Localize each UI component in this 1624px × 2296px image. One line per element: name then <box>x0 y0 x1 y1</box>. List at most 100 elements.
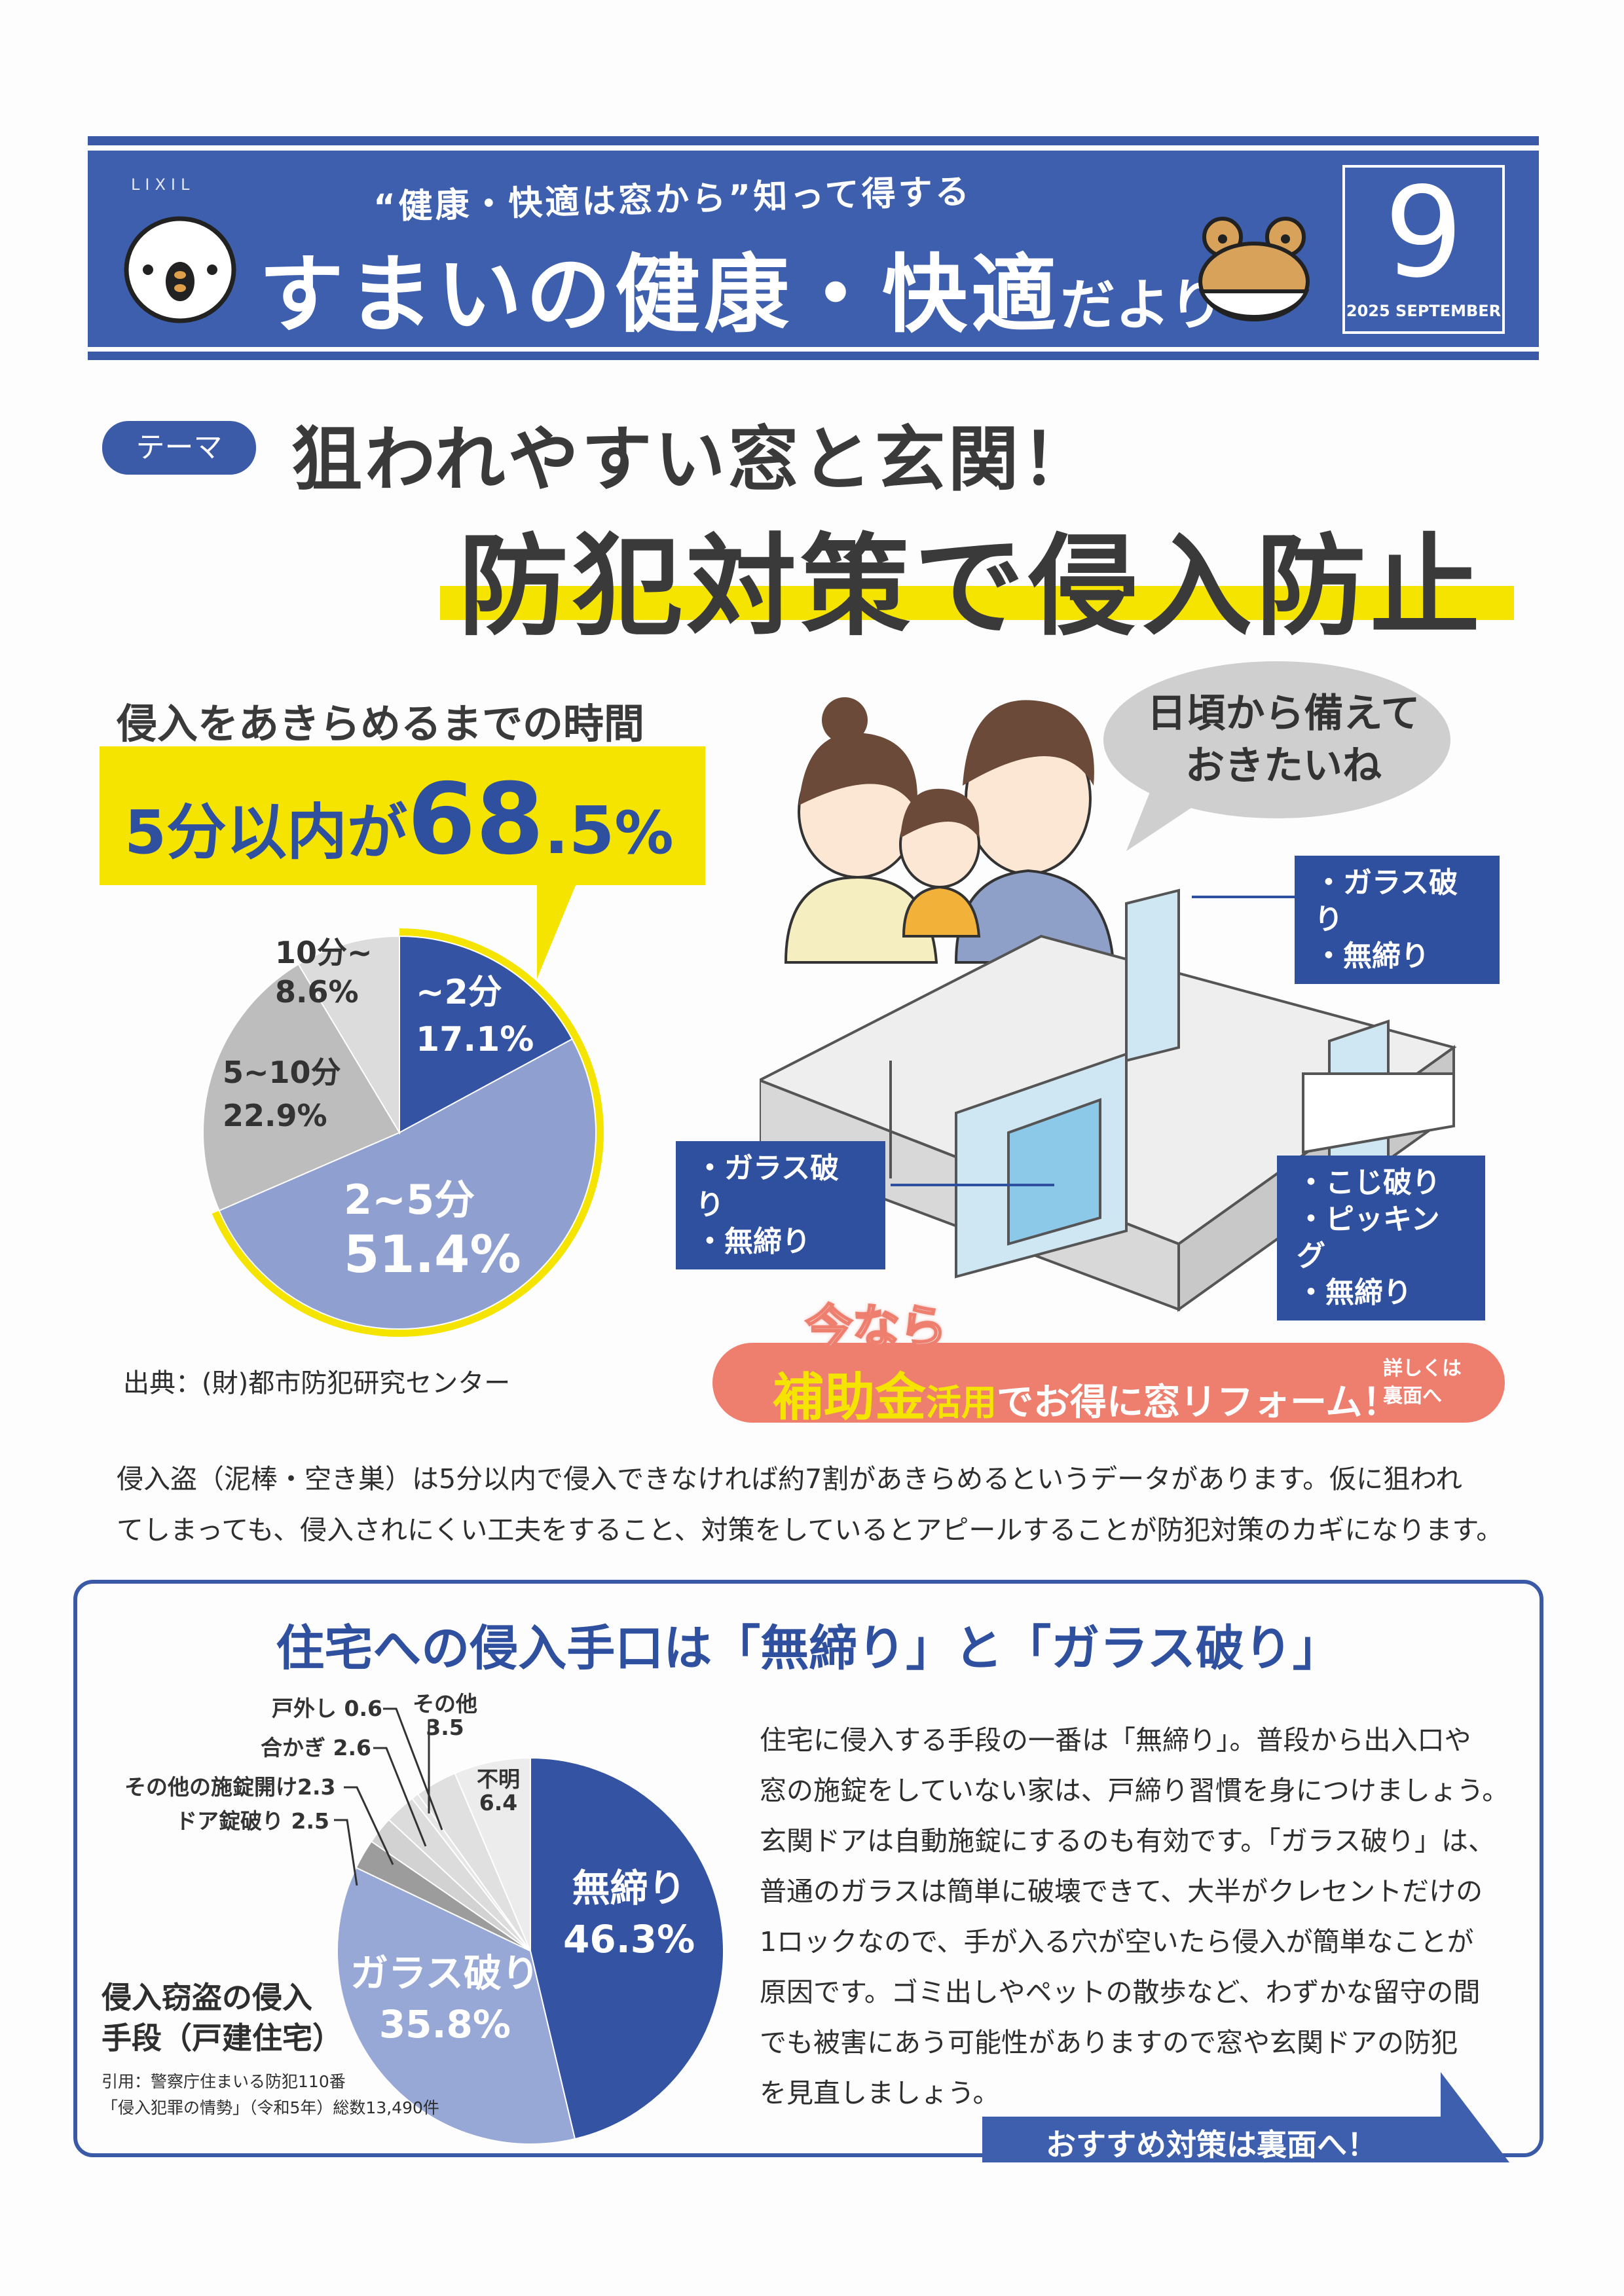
pie-slice-7 <box>454 1757 531 1952</box>
citation-line-1: 引用：警察庁住まいる防犯110番 <box>101 2072 346 2091</box>
frog-mascot-icon <box>1198 217 1310 321</box>
pie2-label-duplicate-key: 合かぎ 2.6 <box>261 1735 371 1760</box>
pie1-label-10min-value: 8.6% <box>275 974 359 1010</box>
pie-chart-intrusion-methods <box>337 1757 724 2145</box>
citation: 引用：警察庁住まいる防犯110番 「侵入犯罪の情勢」（令和5年）総数13,490… <box>101 2069 439 2121</box>
pie-slice-2 <box>202 963 401 1212</box>
pie2-label-glass-break: ガラス破り 35.8% <box>350 1951 540 2047</box>
pie1-label-2min: ~2分 17.1% <box>416 969 534 1063</box>
pie1-label-10min: 10分~ 8.6% <box>275 933 373 1011</box>
pie2-leader-lines <box>334 1707 443 1886</box>
pie2-label-door-lock-break: ドア錠破り 2.5 <box>175 1808 329 1834</box>
speech-bubble <box>1103 661 1450 851</box>
intro-line-1: 侵入盗（泥棒・空き巣）は5分以内で侵入できなければ約7割があきらめるというデータ… <box>117 1463 1463 1495</box>
pie-slice-0 <box>530 1757 724 2140</box>
pie1-label-2-5min-value: 51.4% <box>344 1226 521 1285</box>
header-top-stripe <box>88 136 1539 145</box>
pie1-label-5-10min: 5~10分 22.9% <box>223 1051 341 1137</box>
intro-paragraph: 侵入盗（泥棒・空き巣）は5分以内で侵入できなければ約7割があきらめるというデータ… <box>117 1453 1503 1556</box>
theme-headline: 狙われやすい窓と玄関！ <box>291 419 1095 501</box>
pie-chart-time-to-give-up <box>202 928 604 1337</box>
callout-window-living: ・ガラス破り ・無締り <box>676 1141 885 1269</box>
section2-title: 住宅への侵入手口は「無締り」と「ガラス破り」 <box>276 1620 1341 1677</box>
section2-body: 住宅に侵入する手段の一番は「無締り」。普段から出入口や 窓の施錠をしていない家は… <box>760 1715 1509 2119</box>
issue-date: 2025 SEPTEMBER <box>1346 302 1502 320</box>
callout-item: ・ピッキング <box>1297 1203 1440 1273</box>
body-line: 普通のガラスは簡単に破壊できて、大半がクレセントだけの <box>760 1876 1483 1907</box>
stat-highlight-prefix: 5分以内が <box>124 797 408 867</box>
callout-item: ・こじ破り <box>1297 1166 1441 1199</box>
pie-slice-1 <box>337 1867 576 2145</box>
speech-bubble-text: 日頃から備えて おきたいね <box>1139 687 1428 792</box>
callout-item: ・無締り <box>1314 939 1430 973</box>
issue-number: 9 <box>1384 160 1464 305</box>
pie2-label-other: その他 3.5 <box>413 1691 477 1740</box>
pie2-label-door-removal: 戸外し 0.6 <box>272 1696 382 1721</box>
brand-logo: LIXIL <box>131 175 195 194</box>
body-line: 1ロックなので、手が入る穴が空いたら侵入が簡単なことが <box>760 1926 1474 1958</box>
pie1-label-5-10min-value: 22.9% <box>223 1098 327 1133</box>
body-line: でも被害にあう可能性がありますので窓や玄関ドアの防犯 <box>760 2027 1458 2058</box>
stat-source: 出典：(財)都市防犯研究センター <box>123 1368 511 1398</box>
callout-item: ・無締り <box>695 1225 811 1258</box>
citation-line-2: 「侵入犯罪の情勢」（令和5年）総数13,490件 <box>101 2098 439 2117</box>
cta-back-page[interactable]: おすすめ対策は裏面へ！ <box>1046 2127 1377 2162</box>
header-title-suffix: だより <box>1060 273 1225 337</box>
pie1-label-5-10min-name: 5~10分 <box>223 1055 341 1090</box>
stat-highlight-value: 68 <box>407 763 544 877</box>
stat-heading: 侵入をあきらめるまでの時間 <box>117 700 645 748</box>
promo-highlight: 補助金 <box>773 1368 927 1427</box>
promo-highlight2: 活用 <box>926 1382 997 1423</box>
body-line: 窓の施錠をしていない家は、戸締り習慣を身につけましょう。 <box>760 1775 1509 1806</box>
callout-entrance-door: ・こじ破り ・ピッキング ・無締り <box>1277 1156 1485 1321</box>
header-title-main: すまいの健康・快適 <box>259 245 1061 344</box>
speech-line-1: 日頃から備えて <box>1147 691 1420 737</box>
pie-slice-1 <box>218 1038 597 1330</box>
promo-tag: 今なら <box>804 1299 948 1356</box>
pie1-label-10min-name: 10分~ <box>275 935 373 970</box>
pie-slice-0 <box>399 935 574 1134</box>
pie1-label-2min-name: ~2分 <box>416 973 502 1012</box>
title-underline <box>440 586 1514 620</box>
promo-banner[interactable] <box>712 1343 1505 1423</box>
pie-slice-3 <box>297 935 400 1135</box>
section2-box <box>73 1580 1543 2157</box>
callout-window-upper: ・ガラス破り ・無締り <box>1295 856 1500 984</box>
chart-caption-line-2: 手段（戸建住宅） <box>101 2020 342 2056</box>
promo-main-text: でお得に窓リフォーム！ <box>997 1381 1399 1424</box>
pie2-label-unlocked: 無締り 46.3% <box>563 1866 695 1961</box>
promo-side-line-2: 裏面へ <box>1383 1385 1442 1408</box>
family-figures <box>784 697 1115 964</box>
chart-caption: 侵入窃盗の侵入 手段（戸建住宅） <box>101 1977 342 2058</box>
pie2-label-unknown: 不明 6.4 <box>477 1766 520 1815</box>
promo-side-line-1: 詳しくは <box>1383 1357 1462 1380</box>
main-title: 防犯対策で侵入防止 <box>458 522 1484 651</box>
body-line: 住宅に侵入する手段の一番は「無締り」。普段から出入口や <box>760 1724 1471 1756</box>
bird-mascot-icon <box>124 216 236 323</box>
body-line: 原因です。ゴミ出しやペットの散歩など、わずかな留守の間 <box>760 1977 1481 2008</box>
theme-badge: テーマ <box>102 421 256 475</box>
pie2-label-other-unlocking: その他の施錠開け2.3 <box>124 1774 336 1800</box>
pie1-label-2-5min: 2~5分 51.4% <box>344 1172 521 1283</box>
stat-pointer <box>537 884 576 979</box>
pie1-label-2-5min-name: 2~5分 <box>344 1176 475 1224</box>
promo-text: 補助金活用でお得に窓リフォーム！ <box>773 1357 1399 1430</box>
callout-item: ・ガラス破り <box>1314 866 1458 936</box>
stat-highlight: 5分以内が68.5% <box>124 763 674 877</box>
stat-highlight-box <box>100 746 705 885</box>
issue-box: 9 2025 SEPTEMBER <box>1342 165 1505 334</box>
intro-line-2: てしまっても、侵入されにくい工夫をすること、対策をしているとアピールすることが防… <box>117 1514 1504 1546</box>
callout-item: ・無締り <box>1297 1276 1412 1309</box>
stat-highlight-unit: % <box>614 799 674 867</box>
header-bottom-stripe <box>88 352 1539 360</box>
body-line: を見直しましょう。 <box>760 2077 1000 2109</box>
promo-side-note: 詳しくは 裏面へ <box>1383 1355 1462 1410</box>
pie1-label-2min-value: 17.1% <box>416 1020 534 1059</box>
callout-item: ・ガラス破り <box>695 1152 840 1222</box>
header-title: すまいの健康・快適だより <box>259 226 1224 349</box>
cta-arrow-shape <box>982 2072 1509 2162</box>
chart-caption-line-1: 侵入窃盗の侵入 <box>101 1980 312 2015</box>
stat-highlight-decimal: .5 <box>544 792 615 869</box>
body-line: 玄関ドアは自動施錠にするのも有効です。「ガラス破り」は、 <box>760 1825 1495 1857</box>
speech-line-2: おきたいね <box>1185 743 1382 789</box>
